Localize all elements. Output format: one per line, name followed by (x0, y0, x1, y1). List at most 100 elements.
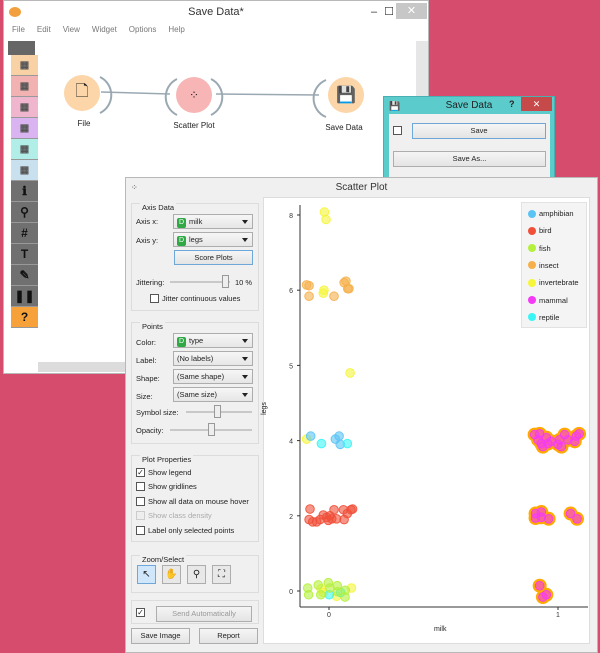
symbol-size-handle[interactable] (214, 405, 221, 418)
label-selected-checkbox[interactable] (136, 526, 145, 535)
color-label: Color: (136, 338, 157, 347)
discrete-badge: D (177, 218, 186, 228)
menu-file[interactable]: File (12, 25, 25, 34)
show-legend-checkbox[interactable]: ✓ (136, 468, 145, 477)
toolbar-help-button[interactable]: ? (11, 307, 38, 328)
legend-label: reptile (539, 312, 560, 322)
pan-tool-button[interactable]: ✋ (162, 565, 181, 584)
send-automatically-checkbox[interactable]: ✓ (136, 608, 145, 617)
toolbar-scatter-button[interactable]: ▦ (11, 76, 38, 97)
close-button[interactable]: ✕ (396, 3, 427, 19)
legend-dot-icon (528, 296, 536, 304)
toolbar-hash-button[interactable]: # (11, 223, 38, 244)
point-fish (303, 589, 314, 600)
toolbar-grid-button[interactable]: ▦ (11, 139, 38, 160)
floppy-icon: 💾 (336, 87, 356, 104)
toolbar-pen-button[interactable]: ✎ (11, 265, 38, 286)
cursor-icon: ↖ (142, 569, 151, 580)
label-select[interactable]: (No labels) (173, 351, 253, 366)
jitter-continuous-checkbox[interactable] (150, 294, 159, 303)
point-mammal (541, 589, 552, 600)
score-plots-button[interactable]: Score Plots (174, 250, 253, 265)
point-insect (304, 280, 314, 291)
legend-item-insect: insect (528, 261, 559, 270)
save-image-button[interactable]: Save Image (131, 628, 190, 644)
report-button[interactable]: Report (199, 628, 258, 644)
save-button[interactable]: Save (412, 123, 546, 139)
jittering-label: Jittering: (136, 278, 165, 287)
dialog-title: Save Data (445, 100, 493, 111)
zoom-tool-button[interactable]: ⚲ (187, 565, 206, 584)
y-tick-label: 4 (289, 439, 293, 446)
reset-zoom-button[interactable]: ⛶ (212, 565, 231, 584)
select-tool-button[interactable]: ↖ (137, 565, 156, 584)
close-button[interactable]: ✕ (521, 97, 552, 111)
jittering-slider[interactable] (170, 281, 230, 283)
point-mammal (572, 514, 582, 524)
show-gridlines-checkbox[interactable] (136, 482, 145, 491)
opacity-handle[interactable] (208, 423, 215, 436)
info-icon: ℹ (22, 184, 27, 198)
scatter-icon: ▦ (19, 80, 30, 92)
toolbar-dots-button[interactable]: ▦ (11, 160, 38, 181)
point-bird (347, 504, 358, 514)
floppy-icon: 💾 (389, 101, 401, 111)
link-file-scatter (100, 91, 171, 95)
points-title: Points (140, 322, 165, 331)
dialog-body: Save Save As... (389, 114, 550, 178)
maximize-button[interactable]: ☐ (384, 6, 394, 18)
axis-x-value: milk (189, 217, 203, 226)
label-value: (No labels) (177, 354, 214, 363)
node-file[interactable]: 🗋 (64, 75, 100, 111)
legend-item-reptile: reptile (528, 313, 559, 322)
legend-label: fish (539, 243, 551, 253)
node-save-label: Save Data (325, 123, 363, 132)
legend-dot-icon (528, 313, 536, 322)
toolbar-clusters-button[interactable]: ▦ (11, 118, 38, 139)
grid-icon: ▦ (19, 143, 30, 155)
point-mammal (534, 580, 545, 591)
help-button[interactable]: ? (509, 99, 515, 109)
menu-edit[interactable]: Edit (36, 25, 51, 34)
menu-widget[interactable]: Widget (91, 25, 117, 34)
minimize-button[interactable]: – (370, 6, 378, 18)
save-auto-checkbox[interactable] (393, 126, 402, 135)
save-as-button[interactable]: Save As... (393, 151, 546, 167)
toolbar-header[interactable] (8, 41, 35, 55)
toolbar-search-button[interactable]: ⚲ (11, 202, 38, 223)
menu-view[interactable]: View (62, 25, 80, 34)
clusters-icon: ▦ (19, 122, 30, 134)
point-invertebrate (345, 368, 355, 378)
point-mammal (556, 441, 567, 452)
node-scatter-plot[interactable]: ⁘ (176, 77, 212, 113)
legend-label: amphibian (539, 209, 574, 218)
show-all-data-checkbox[interactable] (136, 497, 145, 506)
chevron-down-icon (242, 357, 248, 361)
size-select[interactable]: (Same size) (173, 387, 253, 402)
jittering-slider-handle[interactable] (222, 275, 229, 288)
show-class-density-checkbox (136, 511, 145, 520)
toolbar-table-button[interactable]: ▦ (11, 55, 38, 76)
y-tick-label: 5 (289, 363, 293, 370)
point-insect (329, 291, 339, 302)
menu-options[interactable]: Options (128, 25, 157, 34)
shape-value: (Same shape) (177, 372, 225, 381)
discrete-badge: D (177, 337, 186, 347)
point-fish (340, 585, 351, 596)
discrete-badge: D (177, 236, 186, 246)
legend-item-invertebrate: invertebrate (528, 278, 579, 287)
legend-label: invertebrate (539, 278, 579, 288)
node-save-data[interactable]: 💾 (328, 77, 364, 113)
toolbar-info-button[interactable]: ℹ (11, 181, 38, 202)
chevron-down-icon (242, 339, 248, 343)
toolbar-pause-button[interactable]: ❚❚ (11, 286, 38, 307)
toolbar-text-button[interactable]: T (11, 244, 38, 265)
toolbar-tree-button[interactable]: ▦ (11, 97, 38, 118)
shape-select[interactable]: (Same shape) (173, 369, 253, 384)
menu-help[interactable]: Help (168, 25, 185, 34)
scatter-title: Scatter Plot (335, 182, 388, 193)
y-tick-label: 6 (289, 288, 293, 295)
